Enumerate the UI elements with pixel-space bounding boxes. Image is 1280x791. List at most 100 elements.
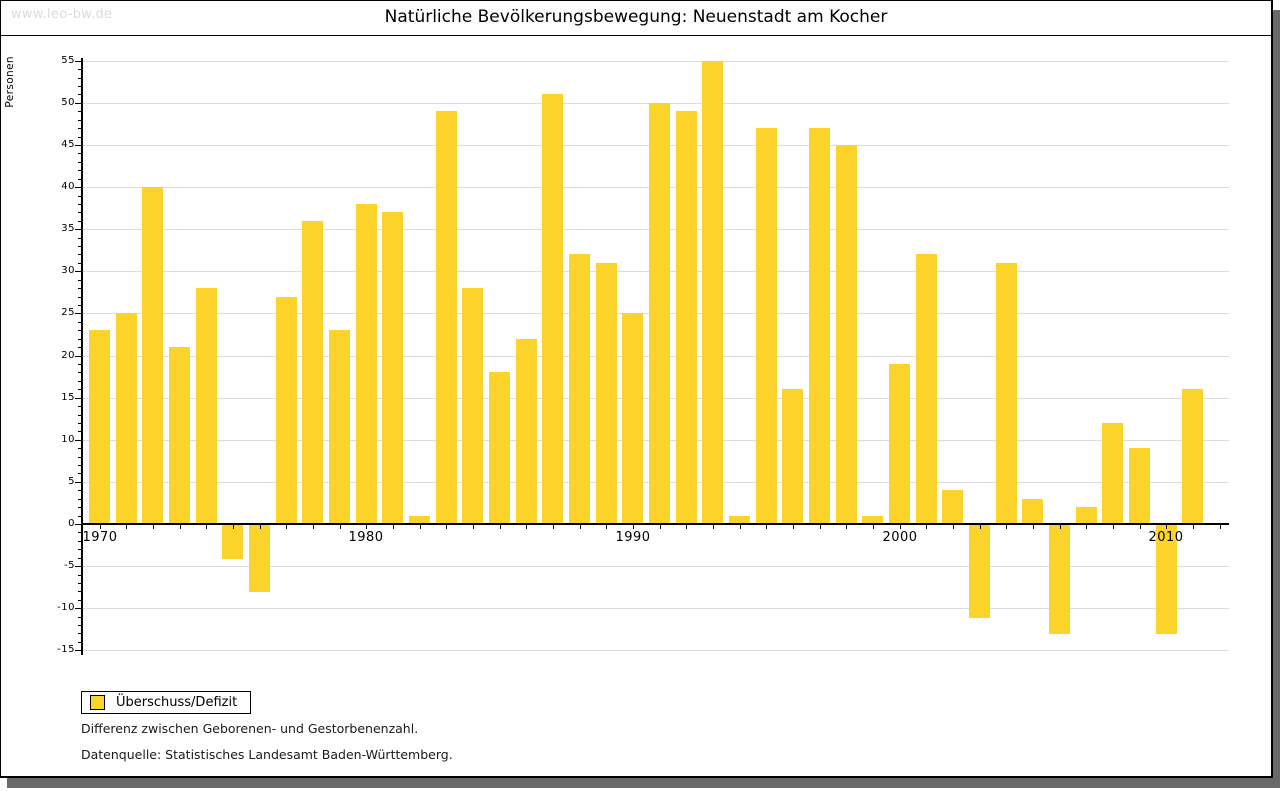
y-tick-minor [78, 431, 81, 432]
y-tick-minor [78, 170, 81, 171]
x-tick [580, 525, 581, 529]
y-tick-minor [78, 120, 81, 121]
bar-2006 [1049, 525, 1070, 634]
bar-2011 [1182, 389, 1203, 524]
y-tick-minor [78, 541, 81, 542]
legend-label: Überschuss/Defizit [116, 695, 238, 710]
y-tick-minor [78, 372, 81, 373]
y-tick-minor [78, 448, 81, 449]
x-tick [1220, 525, 1221, 529]
y-tick-minor [78, 263, 81, 264]
x-tick [606, 525, 607, 529]
bar-1995 [756, 128, 777, 524]
bar-1970 [89, 330, 110, 524]
watermark-text: www.leo-bw.de [11, 7, 113, 22]
footnote-definition: Differenz zwischen Geborenen- und Gestor… [81, 721, 419, 736]
x-tick [1086, 525, 1087, 529]
x-tick [340, 525, 341, 529]
x-tick-label-2000: 2000 [882, 530, 918, 545]
bar-1993 [702, 61, 723, 524]
y-tick-label: -15 [57, 644, 75, 655]
bar-2003 [969, 525, 990, 618]
y-tick-minor [78, 94, 81, 95]
x-tick [1113, 525, 1114, 529]
bar-2010 [1156, 525, 1177, 634]
x-axis [83, 523, 1229, 525]
x-tick [900, 525, 901, 529]
x-tick [473, 525, 474, 529]
y-tick-minor [78, 212, 81, 213]
bar-1986 [516, 339, 537, 524]
bar-2000 [889, 364, 910, 524]
x-tick-label-1980: 1980 [348, 530, 384, 545]
x-tick [980, 525, 981, 529]
x-tick [393, 525, 394, 529]
y-tick-minor [78, 415, 81, 416]
y-tick-minor [78, 558, 81, 559]
y-tick-minor [78, 246, 81, 247]
y-tick-major [75, 650, 81, 651]
bar-1989 [596, 263, 617, 524]
y-tick-minor [78, 339, 81, 340]
y-tick-label: 20 [61, 350, 75, 361]
bar-1987 [542, 94, 563, 524]
x-tick [126, 525, 127, 529]
y-tick-minor [78, 532, 81, 533]
title-band: www.leo-bw.de Natürliche Bevölkerungsbew… [1, 1, 1271, 36]
bar-1974 [196, 288, 217, 524]
x-tick [740, 525, 741, 529]
x-tick [873, 525, 874, 529]
bar-1998 [836, 145, 857, 524]
bar-1975 [222, 525, 243, 559]
y-tick-minor [78, 221, 81, 222]
x-tick-label-2010: 2010 [1148, 530, 1184, 545]
y-axis [81, 58, 83, 655]
y-tick-minor [78, 617, 81, 618]
bar-2007 [1076, 507, 1097, 524]
y-tick-major [75, 482, 81, 483]
x-tick [153, 525, 154, 529]
y-axis-label: Personen [4, 56, 16, 108]
x-tick [233, 525, 234, 529]
bar-1977 [276, 297, 297, 524]
y-tick-minor [78, 254, 81, 255]
x-tick [713, 525, 714, 529]
bar-1999 [862, 516, 883, 524]
y-tick-minor [78, 86, 81, 87]
bar-1991 [649, 103, 670, 524]
x-tick [953, 525, 954, 529]
x-tick [286, 525, 287, 529]
y-tick-label: 45 [61, 139, 75, 150]
y-tick-minor [78, 196, 81, 197]
y-tick-label: 40 [61, 181, 75, 192]
y-tick-major [75, 187, 81, 188]
y-tick-minor [78, 204, 81, 205]
y-tick-minor [78, 137, 81, 138]
x-tick [660, 525, 661, 529]
y-tick-minor [78, 364, 81, 365]
x-tick [846, 525, 847, 529]
bar-2005 [1022, 499, 1043, 524]
x-tick [500, 525, 501, 529]
y-tick-major [75, 271, 81, 272]
gridline [83, 608, 1229, 609]
y-tick-minor [78, 465, 81, 466]
y-tick-minor [78, 297, 81, 298]
x-tick [1166, 525, 1167, 529]
bar-1983 [436, 111, 457, 524]
y-tick-major [75, 313, 81, 314]
y-tick-major [75, 398, 81, 399]
y-tick-minor [78, 642, 81, 643]
x-tick [180, 525, 181, 529]
y-tick-minor [78, 549, 81, 550]
y-tick-label: -5 [64, 560, 75, 571]
y-tick-label: 15 [61, 392, 75, 403]
y-tick-minor [78, 162, 81, 163]
y-tick-minor [78, 473, 81, 474]
x-tick [100, 525, 101, 529]
x-tick [313, 525, 314, 529]
y-tick-major [75, 229, 81, 230]
y-tick-label: 10 [61, 434, 75, 445]
y-tick-label: 25 [61, 307, 75, 318]
x-tick [260, 525, 261, 529]
